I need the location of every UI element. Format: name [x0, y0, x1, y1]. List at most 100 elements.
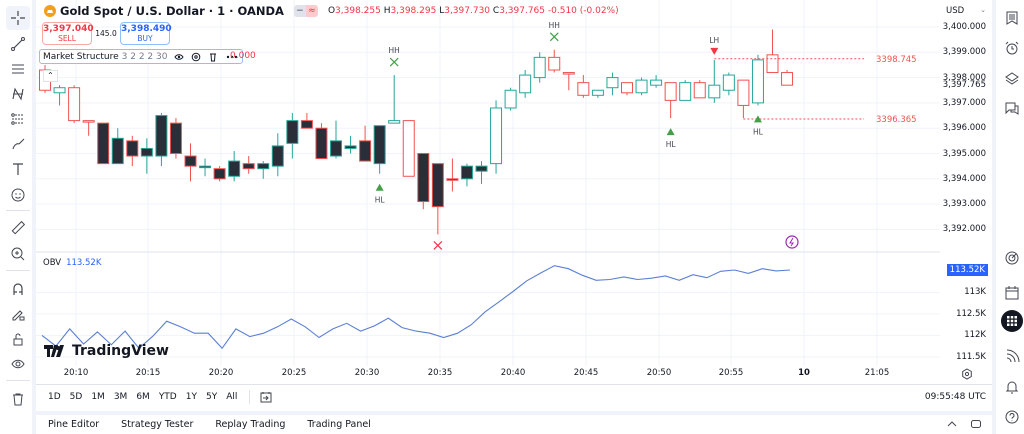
- maximize-panel-icon[interactable]: [970, 418, 982, 430]
- time-tick: 20:40: [500, 368, 526, 378]
- buy-button[interactable]: 3,398.490 BUY: [120, 22, 172, 45]
- tradingview-wordmark: TradingView: [72, 343, 169, 359]
- indicator-name: Market Structure: [43, 51, 119, 62]
- svg-text:HH: HH: [389, 46, 400, 55]
- obv-current-badge: 113.52K: [946, 264, 988, 276]
- time-tick: 20:45: [573, 368, 599, 378]
- clock-timezone[interactable]: 09:55:48 UTC: [924, 391, 986, 402]
- range-button-all[interactable]: All: [226, 391, 238, 402]
- tab-pine-editor[interactable]: Pine Editor: [48, 419, 100, 430]
- crosshair-icon[interactable]: [6, 6, 30, 30]
- help-icon[interactable]: [1000, 405, 1024, 429]
- price-axis[interactable]: USD ⌄ 3,400.000 3,399.000 3,398.000 3,397.0…: [940, 0, 992, 382]
- symbol-title[interactable]: Gold Spot / U.S. Dollar · 1 · OANDA: [60, 4, 284, 18]
- svg-text:3396.365: 3396.365: [876, 115, 917, 125]
- range-button-5y[interactable]: 5Y: [205, 391, 218, 402]
- pattern-icon[interactable]: [6, 82, 30, 106]
- obv-value: 113.52K: [66, 258, 102, 268]
- currency-selector[interactable]: USD ⌄: [946, 6, 986, 16]
- obv-tick: 113K: [964, 287, 986, 298]
- trade-buttons: 3,397.040 SELL 145.0 3,398.490 BUY: [42, 22, 172, 45]
- price-tick: 3,394.000: [942, 173, 986, 184]
- toolbar-divider: [6, 380, 30, 381]
- zoom-in-icon[interactable]: [6, 242, 30, 266]
- text-icon[interactable]: [6, 157, 30, 181]
- chart-settings-icon[interactable]: [961, 368, 973, 380]
- trash-icon[interactable]: [6, 387, 30, 411]
- fib-lines-icon[interactable]: [6, 57, 30, 81]
- ohlc-values: O3,398.255 H3,398.295 L3,397.730 C3,397.…: [327, 6, 619, 16]
- chevron-up-icon: ⌃: [47, 71, 54, 80]
- time-tick: 20:25: [281, 368, 307, 378]
- range-button-1y[interactable]: 1Y: [185, 391, 197, 402]
- range-button-5d[interactable]: 5D: [69, 391, 83, 402]
- trend-line-icon[interactable]: [6, 32, 30, 56]
- svg-text:HL: HL: [666, 140, 677, 149]
- range-toolbar: 1D 5D 1M 3M 6M YTD 1Y 5Y All 09:55:48 UTC: [36, 384, 992, 408]
- tab-replay-trading[interactable]: Replay Trading: [215, 419, 286, 430]
- svg-text:LH: LH: [709, 36, 719, 45]
- range-button-1d[interactable]: 1D: [48, 391, 61, 402]
- magnet-icon[interactable]: [6, 277, 30, 301]
- chart-canvas[interactable]: 3398.745 3396.365 HL HH HH HL LH HL: [36, 0, 940, 382]
- goto-date-icon[interactable]: [260, 391, 272, 403]
- toolbar-divider: [6, 210, 30, 211]
- emoji-icon[interactable]: [6, 183, 30, 207]
- apps-grid-icon[interactable]: [1000, 309, 1024, 333]
- range-button-1m[interactable]: 1M: [91, 391, 105, 402]
- price-tick: 3,396.000: [942, 123, 986, 134]
- unlock-icon[interactable]: [6, 327, 30, 351]
- tab-trading-panel[interactable]: Trading Panel: [307, 419, 371, 430]
- watchlist-icon[interactable]: [1000, 6, 1024, 30]
- indicator-legend-market-structure[interactable]: Market Structure 3 2 2 2 30: [39, 49, 244, 64]
- chevron-up-icon[interactable]: [946, 419, 958, 429]
- eye-icon[interactable]: [6, 352, 30, 376]
- time-tick: 20:20: [208, 368, 234, 378]
- price-tick: 3,397.000: [942, 97, 986, 108]
- eye-icon[interactable]: [174, 52, 185, 62]
- time-axis[interactable]: 20:10 20:15 20:20 20:25 20:30 20:35 20:40 20:45…: [36, 366, 940, 382]
- settings-icon[interactable]: [191, 52, 201, 62]
- time-tick: 20:50: [646, 368, 672, 378]
- range-button-ytd[interactable]: YTD: [158, 391, 177, 402]
- time-tick: 20:55: [718, 368, 744, 378]
- chevron-down-icon: ⌄: [980, 6, 986, 14]
- svg-text:HL: HL: [753, 127, 764, 136]
- price-tick: 3,399.000: [942, 47, 986, 58]
- obv-tick: 111.5K: [956, 351, 986, 362]
- price-tick: 3,395.000: [942, 148, 986, 159]
- bottom-panel-tabs: Pine Editor Strategy Tester Replay Trading…: [36, 411, 992, 434]
- tradingview-logo[interactable]: TradingView: [44, 343, 169, 359]
- gold-logo-icon: [44, 5, 56, 17]
- approx-icon[interactable]: ≈: [305, 5, 318, 17]
- time-tick: 10: [798, 368, 810, 378]
- chat-icon[interactable]: [1000, 96, 1024, 120]
- bell-icon[interactable]: [1000, 375, 1024, 399]
- ruler-icon[interactable]: [6, 216, 30, 240]
- range-button-3m[interactable]: 3M: [113, 391, 128, 402]
- time-tick: 21:05: [864, 368, 890, 378]
- calendar-icon[interactable]: [1000, 281, 1024, 305]
- price-tick: 3,400.000: [942, 22, 986, 32]
- collapse-legend-button[interactable]: ⌃: [43, 70, 58, 82]
- legend-toggle[interactable]: − ≈: [293, 5, 318, 17]
- more-icon[interactable]: [225, 52, 239, 62]
- layers-icon[interactable]: [1000, 66, 1024, 90]
- last-price-label: 3,397.765: [942, 80, 986, 90]
- obv-name: OBV: [43, 258, 62, 268]
- tab-strategy-tester[interactable]: Strategy Tester: [121, 419, 194, 430]
- lock-drawing-icon[interactable]: [6, 302, 30, 326]
- minus-icon[interactable]: −: [293, 5, 306, 17]
- brush-icon[interactable]: [6, 132, 30, 156]
- signal-stream-icon[interactable]: [1000, 345, 1024, 369]
- sell-button[interactable]: 3,397.040 SELL: [42, 22, 94, 45]
- svg-text:HH: HH: [549, 21, 560, 30]
- trash-icon[interactable]: [208, 52, 218, 62]
- alarm-clock-icon[interactable]: [1000, 36, 1024, 60]
- target-icon[interactable]: [1000, 246, 1024, 270]
- price-tick: 3,393.000: [942, 199, 986, 210]
- symbol-legend: Gold Spot / U.S. Dollar · 1 · OANDA − ≈ …: [44, 4, 619, 18]
- forecast-icon[interactable]: [6, 107, 30, 131]
- range-button-6m[interactable]: 6M: [136, 391, 150, 402]
- obv-legend[interactable]: OBV 113.52K: [43, 258, 101, 268]
